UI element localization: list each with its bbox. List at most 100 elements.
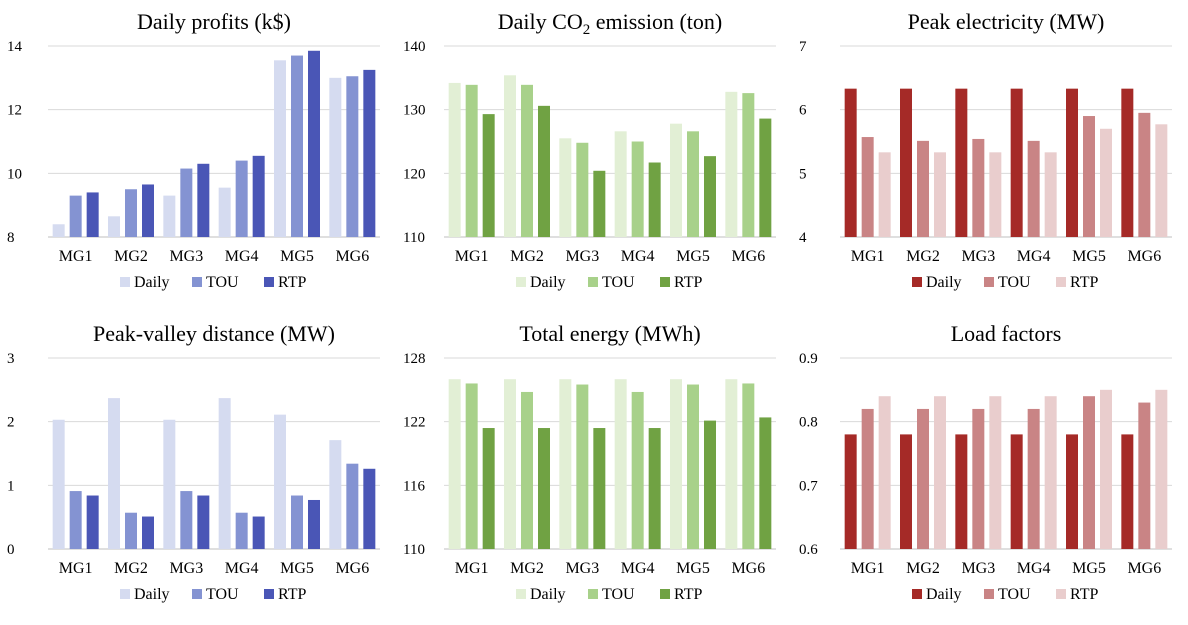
bar (576, 384, 589, 549)
x-tick-label: MG6 (731, 248, 765, 265)
bar (917, 408, 929, 549)
x-tick-label: MG6 (731, 560, 765, 577)
chart-title-text: Daily profits (k$) (137, 9, 291, 34)
bar (878, 396, 891, 549)
legend-label: TOU (602, 586, 635, 603)
y-tick-label: 120 (403, 166, 426, 182)
bar (1138, 112, 1151, 237)
legend-swatch (1056, 277, 1066, 287)
bar (1100, 389, 1112, 549)
bar (108, 216, 120, 237)
bar (86, 495, 99, 549)
y-tick-label: 0 (7, 542, 15, 558)
chart-title-text: Daily CO (498, 9, 583, 34)
x-tick-label: MG3 (169, 560, 203, 577)
chart-title: Daily CO2 emission (ton) (498, 9, 722, 38)
bar (972, 408, 985, 549)
bar (725, 91, 738, 237)
legend-swatch (120, 277, 130, 287)
legend-swatch (1056, 589, 1066, 599)
bar (218, 187, 231, 237)
x-tick-label: MG1 (59, 560, 93, 577)
x-tick-label: MG3 (961, 560, 995, 577)
y-tick-label: 7 (799, 39, 807, 55)
bar (861, 408, 874, 549)
bar (308, 499, 320, 549)
bar (614, 131, 627, 237)
bar (759, 118, 772, 237)
chart-panel-daily-profits: Daily profits (k$) 8 10 12 14 MG1 MG2 MG3 MG4 MG5… (0, 0, 396, 312)
x-tick-label: MG5 (280, 248, 314, 265)
bar (955, 88, 968, 237)
legend-swatch (912, 589, 922, 599)
legend-swatch (588, 277, 598, 287)
bar (465, 383, 478, 549)
y-tick-label: 0.7 (799, 478, 818, 494)
x-tick-label: MG4 (225, 248, 259, 265)
chart-svg: Peak-valley distance (MW) 0 1 2 3 MG1 MG2 MG3 MG… (7, 321, 380, 603)
legend-label: Daily (134, 586, 170, 603)
x-tick-label: MG4 (1017, 560, 1051, 577)
bar (759, 417, 772, 549)
bar (704, 156, 716, 237)
bar (1010, 88, 1023, 237)
bar (180, 168, 193, 237)
x-tick-label: MG5 (280, 560, 314, 577)
bar (878, 152, 891, 237)
bar (670, 379, 682, 549)
legend-label: RTP (674, 586, 702, 603)
bar (559, 138, 572, 237)
bar (69, 491, 82, 549)
bar (346, 463, 359, 549)
bar (704, 420, 716, 549)
chart-panel-load-factors: Load factors 0.6 0.7 0.8 0.9 MG1 MG2 MG3 MG4 MG5 M… (792, 312, 1188, 624)
bar (235, 512, 248, 549)
bar (687, 384, 699, 549)
bar (274, 414, 286, 549)
bar (1066, 88, 1078, 237)
bar (989, 396, 1002, 549)
legend-label: Daily (926, 586, 962, 603)
chart-svg: Peak electricity (MW) 4 5 6 7 MG1 MG2 MG3 MG4 MG5… (799, 9, 1172, 291)
bar (521, 84, 533, 237)
x-tick-label: MG5 (1072, 248, 1106, 265)
legend-swatch (660, 589, 670, 599)
bar (163, 195, 176, 237)
bar (197, 163, 210, 237)
legend-label: TOU (602, 274, 635, 291)
legend-swatch (120, 589, 130, 599)
x-tick-label: MG4 (621, 248, 655, 265)
bar (844, 88, 857, 237)
chart-svg: Total energy (MWh) 110 116 122 128 MG1 MG2 MG3 M… (403, 321, 776, 603)
bar (742, 93, 755, 237)
legend-swatch (660, 277, 670, 287)
y-tick-label: 0.9 (799, 351, 818, 367)
y-tick-label: 116 (403, 478, 425, 494)
legend-swatch (984, 589, 994, 599)
bar (163, 419, 176, 549)
bar (593, 170, 606, 237)
legend-label: RTP (674, 274, 702, 291)
chart-title: Peak electricity (MW) (908, 9, 1105, 34)
legend-swatch (516, 589, 526, 599)
bar (142, 516, 154, 549)
legend-label: Daily (530, 586, 566, 603)
bar (291, 495, 303, 549)
bar (844, 434, 857, 549)
bar (482, 428, 495, 549)
y-tick-label: 0.6 (799, 542, 818, 558)
bar (631, 141, 644, 237)
y-tick-label: 110 (403, 542, 425, 558)
y-tick-label: 128 (403, 351, 426, 367)
bar (125, 512, 137, 549)
bar (308, 50, 320, 238)
bar (1044, 152, 1057, 237)
bar (291, 55, 303, 237)
chart-title-subscript: 2 (583, 22, 591, 38)
chart-panel-total-energy: Total energy (MWh) 110 116 122 128 MG1 MG2 MG3 M… (396, 312, 792, 624)
x-tick-label: MG5 (676, 248, 710, 265)
bar (108, 398, 120, 549)
chart-title: Load factors (951, 321, 1062, 346)
bar (69, 195, 82, 237)
bar (482, 114, 495, 237)
